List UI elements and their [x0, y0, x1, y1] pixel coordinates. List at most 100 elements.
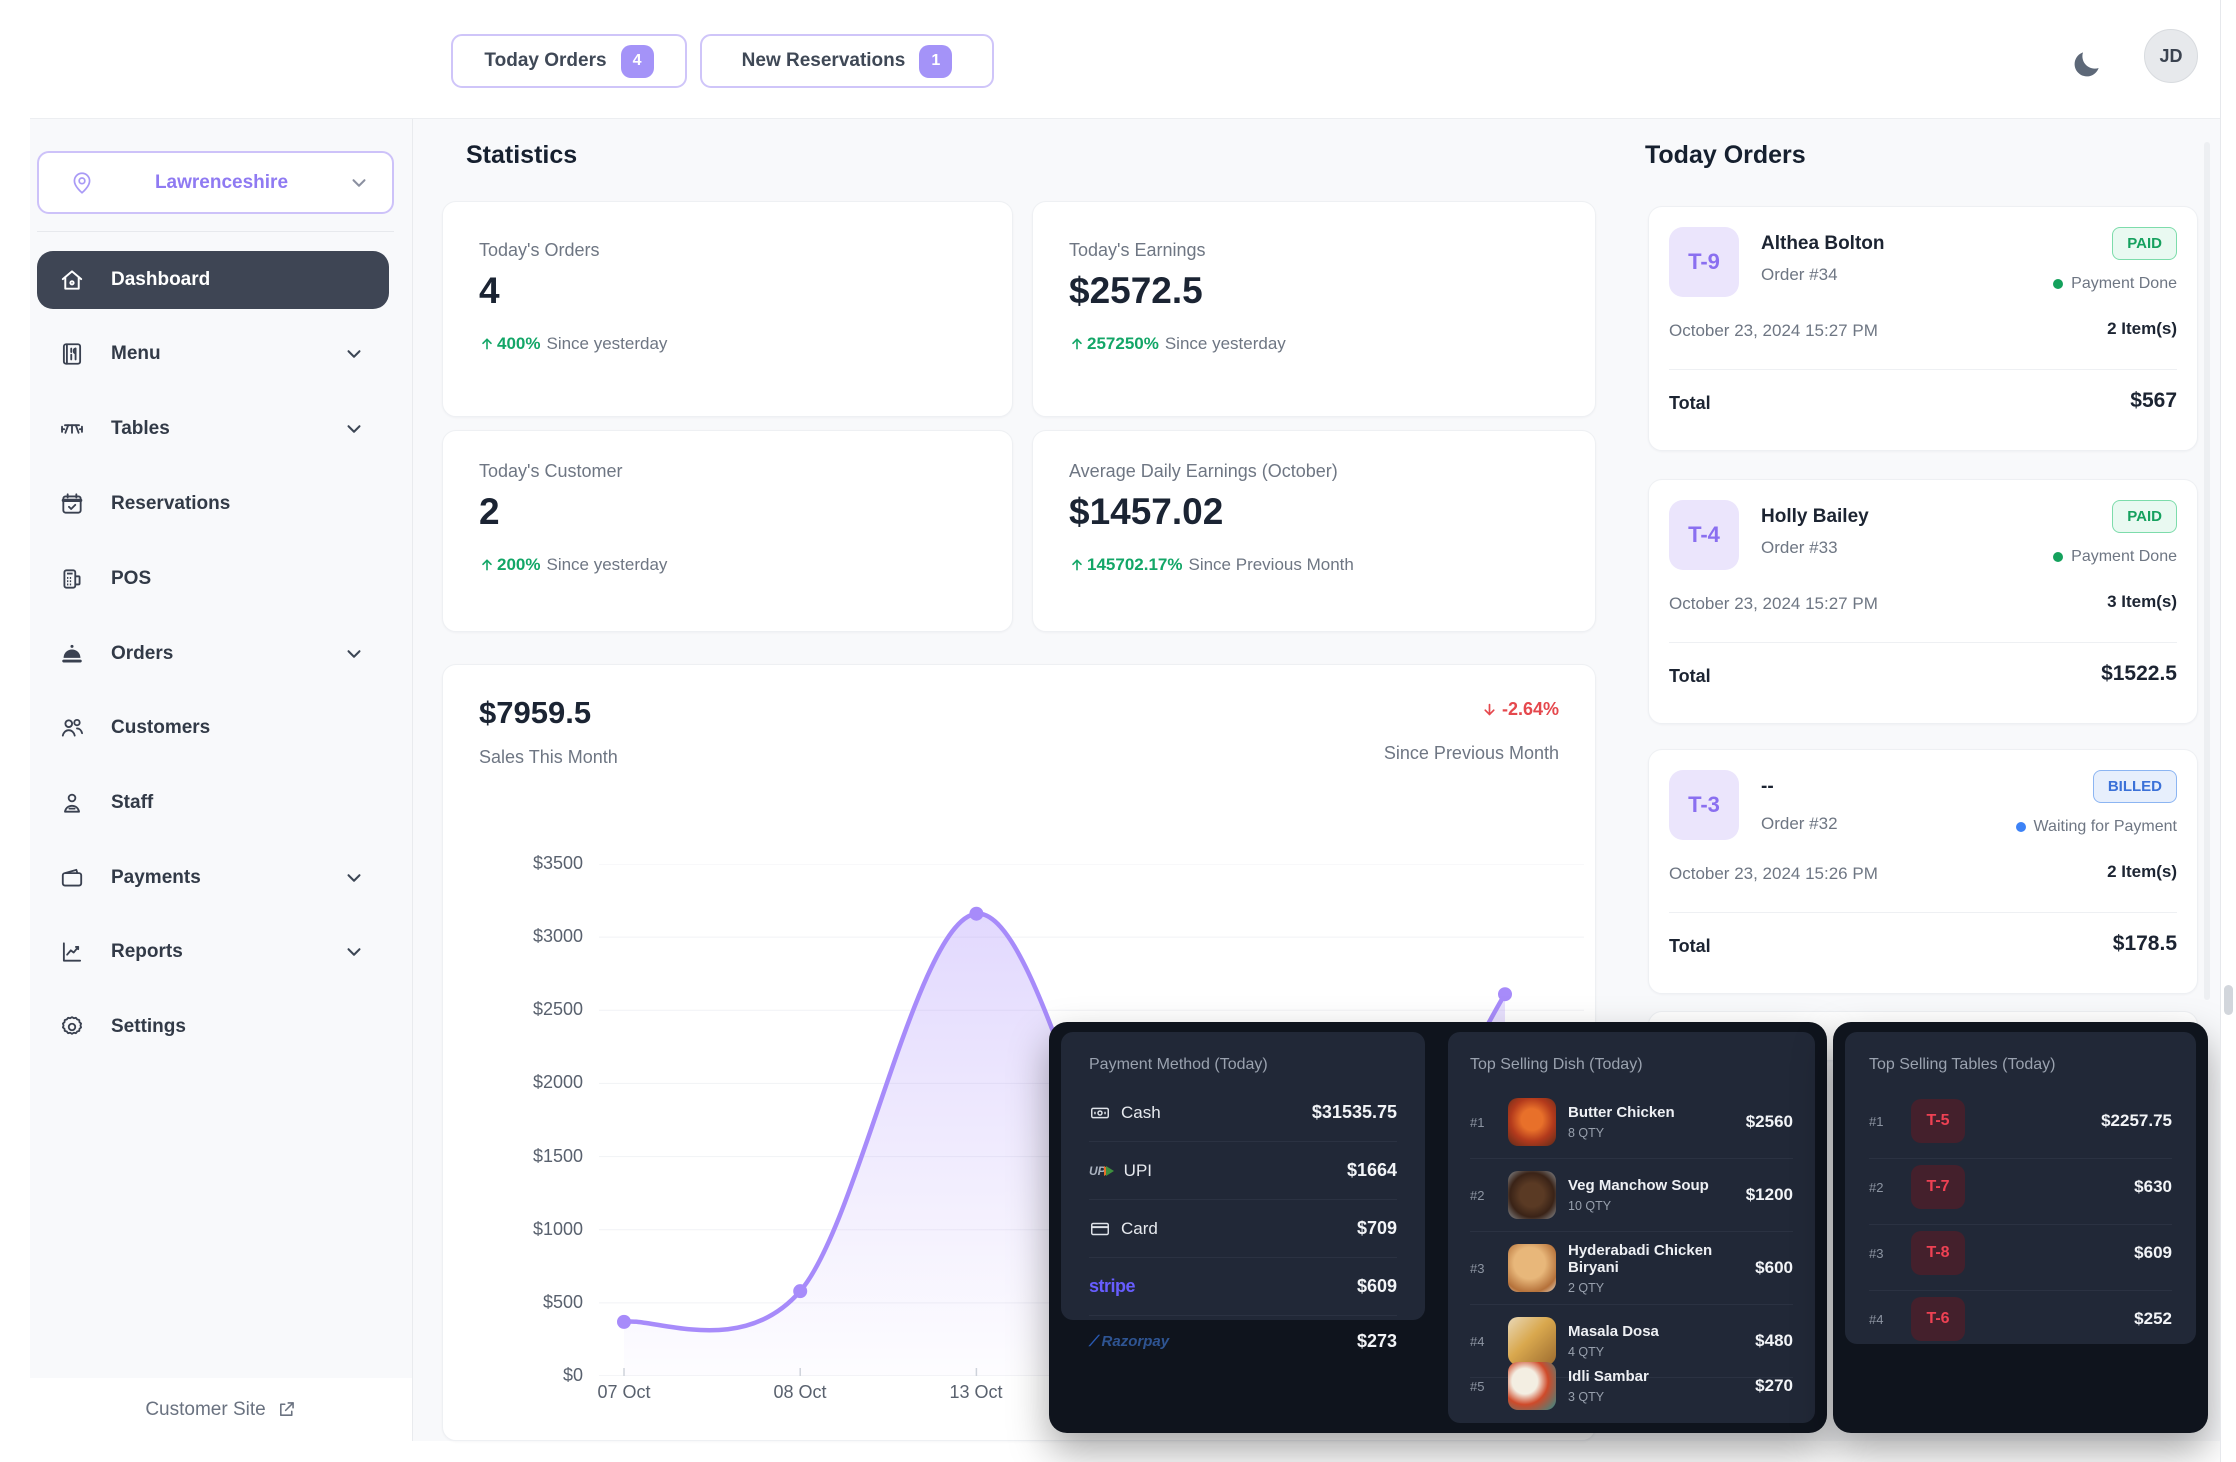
location-name: Lawrenceshire	[154, 171, 289, 193]
orders-scrollbar-track[interactable]	[2204, 142, 2210, 1000]
dish-amount: $270	[1755, 1376, 1793, 1395]
chart-line-icon	[59, 939, 85, 965]
table-amount: $609	[2134, 1243, 2172, 1262]
table-badge: T-6	[1911, 1297, 1965, 1341]
sales-month-value: $7959.5	[479, 695, 592, 730]
stat-delta: 400% Since yesterday	[479, 334, 667, 354]
top-selling-dish-panel: Top Selling Dish (Today) #1 Butter Chick…	[1448, 1032, 1815, 1423]
divider	[1869, 1158, 2172, 1159]
order-total: $567	[2130, 389, 2177, 412]
order-card-34[interactable]: T-9 Althea Bolton Order #34 PAID Payment…	[1648, 206, 2198, 451]
order-card-33[interactable]: T-4 Holly Bailey Order #33 PAID Payment …	[1648, 479, 2198, 724]
dish-amount: $1200	[1745, 1185, 1793, 1204]
person-badge-icon	[59, 790, 85, 816]
sidebar-item-dashboard[interactable]: Dashboard	[37, 251, 389, 309]
y-tick-label: $1000	[532, 1219, 583, 1239]
table-amount: $2257.75	[2101, 1111, 2172, 1130]
payment-status-note: Waiting for Payment	[2015, 818, 2177, 836]
payment-panel-title: Payment Method (Today)	[1089, 1056, 1268, 1073]
payment-method-panel: Payment Method (Today) Cash $31535.75 UP…	[1061, 1032, 1425, 1351]
sidebar-item-pos[interactable]: POS	[37, 550, 389, 608]
page-scrollbar-thumb[interactable]	[2224, 985, 2233, 1015]
divider	[1869, 1224, 2172, 1225]
customer-name: Holly Bailey	[1761, 506, 1869, 527]
divider	[1669, 642, 2177, 643]
today-orders-button-label: Today Orders	[484, 50, 607, 71]
dish-rank: #4	[1470, 1333, 1485, 1349]
payment-amount: $709	[1356, 1218, 1397, 1238]
arrow-up-icon: 145702.17%	[1069, 555, 1182, 575]
stat-label: Average Daily Earnings (October)	[1069, 461, 1338, 481]
sidebar-item-reports[interactable]: Reports	[37, 923, 389, 981]
sidebar-item-reservations[interactable]: Reservations	[37, 475, 389, 533]
order-number: Order #32	[1761, 814, 1838, 833]
sidebar-item-staff[interactable]: Staff	[37, 774, 389, 832]
stripe-logo: stripe	[1089, 1276, 1136, 1296]
payment-row-upi: UP UPI $1664	[1089, 1160, 1397, 1180]
order-number: Order #33	[1761, 538, 1838, 557]
payment-status-note: Payment Done	[2053, 548, 2177, 566]
top-bar: Today Orders 4 New Reservations 1 JD	[0, 0, 2236, 118]
order-datetime: October 23, 2024 15:27 PM	[1669, 594, 1878, 613]
dish-row: #5 Idli Sambar 3 QTY $270	[1470, 1350, 1793, 1422]
sidebar-item-label: Settings	[111, 1016, 186, 1037]
customer-site-label: Customer Site	[145, 1398, 266, 1420]
stat-card-todays-orders: Today's Orders 4 400% Since yesterday	[442, 201, 1013, 417]
cloche-icon	[59, 641, 85, 667]
divider	[1470, 1304, 1793, 1305]
order-items-count: 3 Item(s)	[2107, 592, 2177, 611]
divider	[1089, 1257, 1397, 1258]
stat-value: 2	[479, 491, 500, 532]
upi-logo-icon: UP	[1089, 1164, 1114, 1178]
table-badge: T-3	[1669, 770, 1739, 840]
today-orders-button[interactable]: Today Orders 4	[451, 34, 687, 88]
order-items-count: 2 Item(s)	[2107, 862, 2177, 881]
sidebar-item-menu[interactable]: Menu	[37, 325, 389, 383]
cash-icon	[1089, 1102, 1111, 1124]
chevron-down-icon	[348, 172, 370, 194]
dish-amount: $600	[1755, 1258, 1793, 1277]
total-label: Total	[1669, 393, 1711, 413]
dish-rank: #5	[1470, 1378, 1485, 1394]
menu-book-icon	[59, 341, 85, 367]
payment-amount: $609	[1356, 1276, 1397, 1296]
sidebar-item-tables[interactable]: Tables	[37, 400, 389, 458]
stat-card-todays-customer: Today's Customer 2 200% Since yesterday	[442, 430, 1013, 632]
table-row: #1 T-5 $2257.75	[1869, 1084, 2172, 1158]
table-row: #4 T-6 $252	[1869, 1282, 2172, 1356]
table-amount: $252	[2134, 1309, 2172, 1328]
gear-icon	[59, 1014, 85, 1040]
today-orders-title: Today Orders	[1645, 141, 1806, 169]
chevron-down-icon	[343, 643, 365, 665]
order-total: $178.5	[2112, 932, 2177, 955]
arrow-up-icon: 200%	[479, 555, 540, 575]
sales-month-label: Sales This Month	[479, 747, 618, 767]
chevron-down-icon	[343, 418, 365, 440]
order-number: Order #34	[1761, 265, 1838, 284]
dark-mode-toggle[interactable]	[2070, 42, 2114, 86]
order-datetime: October 23, 2024 15:26 PM	[1669, 864, 1878, 883]
sidebar-item-settings[interactable]: Settings	[37, 998, 389, 1056]
location-selector[interactable]: Lawrenceshire	[37, 151, 394, 214]
dish-rank: #3	[1470, 1260, 1485, 1276]
order-items-count: 2 Item(s)	[2107, 319, 2177, 338]
sidebar-item-customers[interactable]: Customers	[37, 699, 389, 757]
y-tick-label: $3000	[532, 926, 583, 946]
new-reservations-button[interactable]: New Reservations 1	[700, 34, 994, 88]
sales-delta-label: Since Previous Month	[1383, 743, 1559, 763]
table-badge: T-8	[1911, 1231, 1965, 1275]
credit-card-icon	[1089, 1218, 1111, 1240]
customer-site-link[interactable]: Customer Site	[145, 1399, 296, 1421]
user-avatar[interactable]: JD	[2144, 29, 2198, 83]
order-card-32[interactable]: T-3 -- Order #32 BILLED Waiting for Paym…	[1648, 749, 2198, 994]
dish-row: #2 Veg Manchow Soup 10 QTY $1200	[1470, 1159, 1793, 1231]
y-tick-label: $2500	[532, 999, 583, 1019]
sidebar-item-payments[interactable]: Payments	[37, 849, 389, 907]
sidebar-divider	[37, 231, 394, 232]
x-tick-label: 08 Oct	[773, 1382, 827, 1402]
dish-photo	[1508, 1171, 1556, 1219]
sidebar-item-orders[interactable]: Orders	[37, 625, 389, 683]
table-rank: #3	[1869, 1245, 1884, 1261]
dish-row: #4 Masala Dosa 4 QTY $480	[1470, 1305, 1793, 1377]
